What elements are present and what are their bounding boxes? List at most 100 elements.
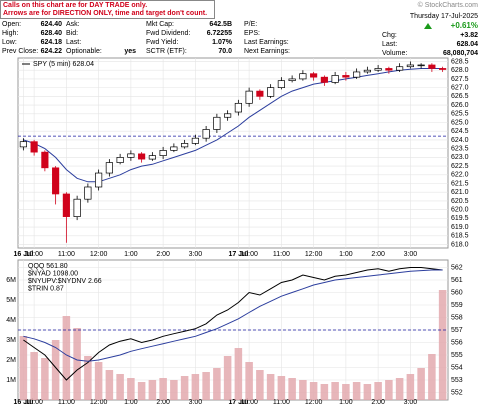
volume-bar — [309, 382, 318, 400]
copyright: © StockCharts.com — [418, 1, 479, 9]
field-label: Low: — [2, 39, 17, 46]
x-tick-label: 12:00 — [305, 399, 323, 406]
y-tick-label: 627.5 — [451, 76, 469, 83]
field-value: 1.07% — [212, 39, 233, 46]
candle-body — [406, 64, 414, 68]
y-tick-label: 622.5 — [451, 163, 469, 170]
x-tick-label: 17 Jul — [228, 399, 248, 406]
y-tick-label: 624.0 — [451, 137, 469, 144]
candle-body — [417, 64, 425, 67]
field-label: Fwd Yield: — [146, 39, 178, 46]
y-tick-label: 5M — [6, 297, 16, 304]
candle-body — [116, 157, 124, 163]
volume-bar — [51, 340, 60, 400]
y-tick-label: 559 — [451, 302, 463, 309]
field-value: 6.72255 — [207, 30, 232, 37]
x-tick-label: 3:00 — [189, 251, 203, 258]
candle-body — [374, 68, 382, 71]
volume-bar — [223, 356, 232, 400]
x-tick-label: 11:00 — [58, 251, 75, 258]
candle-body — [224, 113, 232, 118]
y-tick-label: 620.5 — [451, 198, 469, 205]
volume-bar — [428, 354, 436, 400]
legend-label: $NYAD 1098.00 — [28, 270, 78, 277]
field-label: Last Earnings: — [244, 39, 289, 46]
y-tick-label: 619.5 — [451, 215, 469, 222]
candle-body — [234, 102, 242, 113]
field-value: 624.18 — [41, 39, 63, 46]
x-tick-label: 2:00 — [371, 399, 385, 406]
y-tick-label: 622.0 — [451, 172, 469, 179]
volume-bar — [406, 374, 415, 400]
candle-body — [245, 90, 253, 104]
field-label: EPS: — [244, 30, 260, 37]
x-tick-label: 10:00 — [240, 399, 258, 406]
y-tick-label: 625.5 — [451, 111, 469, 118]
volume-bar — [73, 328, 81, 400]
top-frame — [17, 57, 449, 249]
candle-body — [310, 73, 318, 78]
x-tick-label: 12:00 — [305, 251, 323, 258]
volume-bar — [342, 384, 350, 400]
volume-bar — [234, 348, 243, 400]
field-label: Prev Close: — [2, 48, 38, 55]
y-tick-label: 2M — [6, 357, 16, 364]
candle-body — [127, 153, 135, 158]
volume-bar — [170, 380, 178, 400]
field-label: Open: — [2, 21, 21, 28]
volume-bar — [352, 382, 361, 400]
field-value: 624.40 — [41, 21, 63, 28]
volume-bar — [30, 352, 38, 400]
x-tick-label: 11:00 — [58, 399, 75, 406]
field-label: Bid: — [66, 30, 78, 37]
field-value: yes — [124, 48, 136, 55]
y-tick-label: 628.0 — [451, 67, 469, 74]
volume-bar — [180, 376, 189, 400]
x-tick-label: 2:00 — [156, 399, 170, 406]
notice-box — [0, 0, 215, 19]
candle-body — [342, 75, 350, 78]
field-label: P/E: — [244, 21, 257, 28]
candle-body — [428, 64, 436, 69]
candle-body — [181, 143, 189, 148]
x-tick-label: 12:00 — [90, 251, 108, 258]
legend-label: $TRIN 0.87 — [28, 285, 64, 292]
legend-label: QQQ 561.80 — [28, 263, 68, 270]
volume-bar — [202, 372, 210, 400]
field-label: High: — [2, 30, 18, 37]
candle-body — [385, 68, 393, 71]
series-line — [23, 269, 443, 362]
y-tick-label: 554 — [451, 364, 463, 371]
candle-body — [159, 150, 167, 156]
candle-body — [363, 69, 371, 73]
candle-body — [62, 193, 70, 217]
x-tick-label: 1:00 — [124, 251, 138, 258]
candle-body — [299, 73, 307, 80]
candle-body — [138, 153, 146, 160]
volume-bar — [277, 376, 286, 400]
y-tick-label: 624.5 — [451, 128, 469, 135]
candle-body — [95, 172, 103, 188]
candle-body — [30, 141, 38, 153]
y-tick-label: 621.0 — [451, 189, 469, 196]
candle-body — [267, 87, 275, 97]
volume-bar — [159, 378, 167, 400]
candle-body — [148, 155, 156, 160]
volume-bar — [94, 362, 103, 400]
y-tick-label: 558 — [451, 314, 463, 321]
x-tick-label: 11:00 — [273, 251, 290, 258]
y-tick-label: 628.5 — [451, 58, 469, 65]
notice: Calls on this chart are for DAY TRADE on… — [3, 2, 147, 9]
volume-bar — [62, 316, 71, 400]
y-tick-label: 561 — [451, 277, 463, 284]
volume-bar — [395, 378, 404, 400]
x-tick-label: 10:00 — [25, 251, 43, 258]
x-tick-label: 1:00 — [339, 251, 353, 258]
legend-label: $NYUPV:$NYDNV 2.66 — [28, 278, 102, 285]
volume-bar — [245, 362, 253, 400]
volume-bar — [299, 380, 307, 400]
series-line — [23, 267, 443, 381]
volume-bar — [148, 380, 157, 400]
